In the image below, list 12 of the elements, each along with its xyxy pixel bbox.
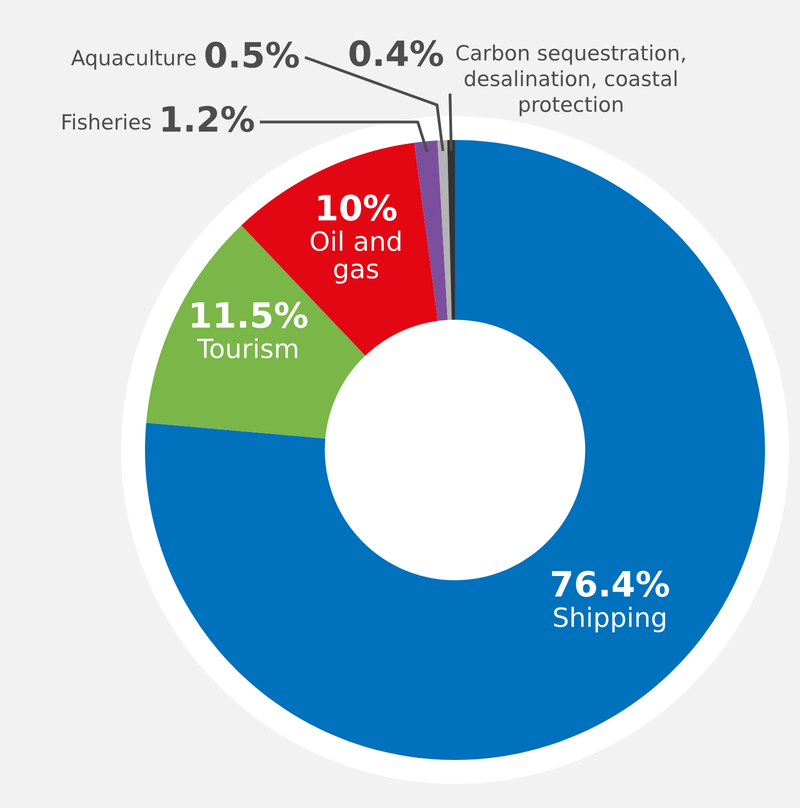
data-label: 0.4% (350, 40, 444, 66)
data-label: 0.5% (205, 42, 299, 68)
slice-label: Oil and gas (310, 230, 400, 284)
slice-label: Aquaculture (71, 49, 196, 70)
slice-label: Shipping (554, 606, 666, 632)
slice-label: Tourism (197, 338, 298, 358)
data-label: 1.2% (162, 106, 254, 132)
slice-label: Fisheries (62, 114, 151, 130)
data-label: 10% (318, 194, 396, 221)
data-label: 11.5% (192, 302, 308, 328)
data-label: 76.4% (552, 570, 670, 597)
slice-label: Carbon sequestration, desalination, coastal protection (456, 44, 685, 116)
